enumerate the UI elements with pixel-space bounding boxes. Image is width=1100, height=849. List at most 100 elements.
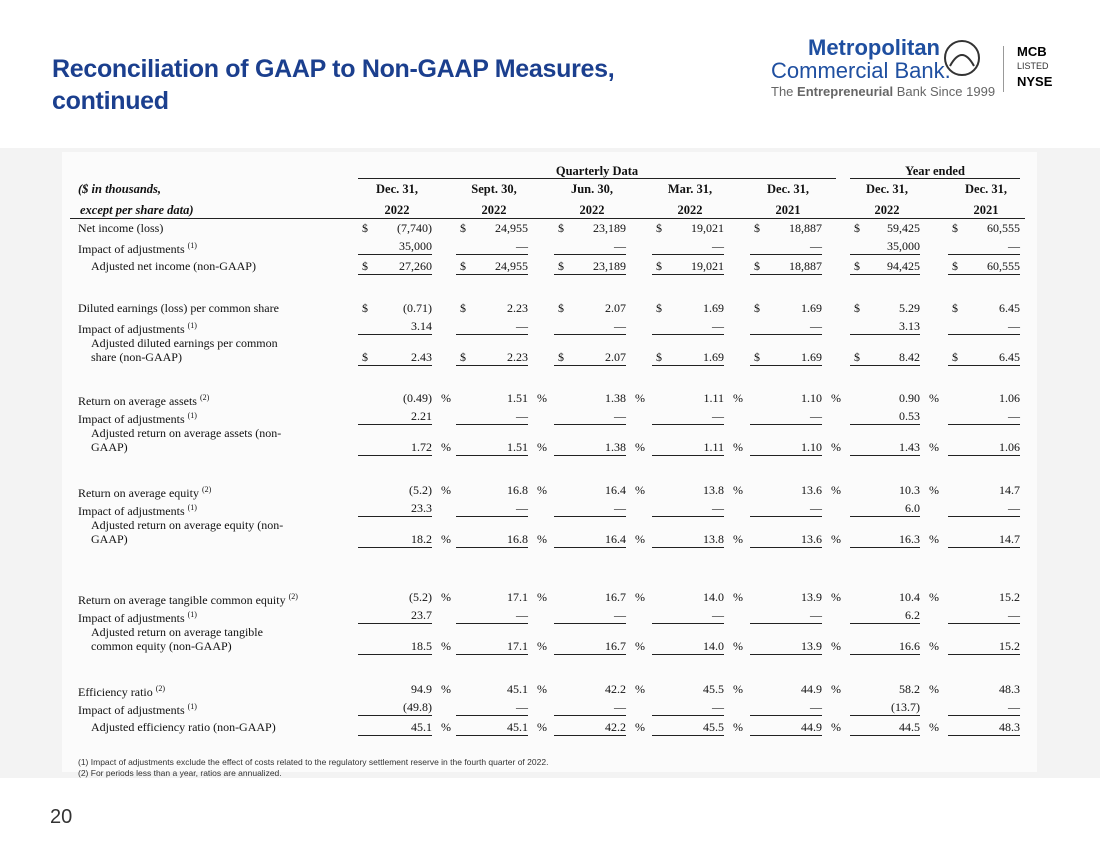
cell-value: 16.4 xyxy=(605,483,626,497)
rule xyxy=(358,735,432,736)
rule xyxy=(456,735,528,736)
rule xyxy=(652,654,724,655)
percent: % xyxy=(733,532,743,546)
rule xyxy=(652,455,724,456)
currency: $ xyxy=(656,221,662,235)
row-label: Return on average assets (2) xyxy=(78,393,210,408)
cell-value: — xyxy=(1008,700,1020,714)
cell-value: 14.0 xyxy=(703,639,724,653)
note-ref: (1) xyxy=(187,610,197,619)
cell-value: 45.1 xyxy=(507,720,528,734)
row-label: Adjusted return on average equity (non- xyxy=(91,518,284,532)
rule xyxy=(850,516,920,517)
tagline-part: Bank Since 1999 xyxy=(896,84,996,99)
percent: % xyxy=(537,682,547,696)
percent: % xyxy=(831,483,841,497)
cell-value: 13.8 xyxy=(703,532,724,546)
rule xyxy=(948,334,1020,335)
footnote: (1) Impact of adjustments exclude the ef… xyxy=(78,757,549,767)
cell-value: — xyxy=(1008,319,1020,333)
row-label: Return on average equity (2) xyxy=(78,485,212,500)
rule xyxy=(750,254,822,255)
cell-value: — xyxy=(516,608,528,622)
row-label: Adjusted return on average tangible xyxy=(91,625,263,639)
tagline-part: The xyxy=(771,84,794,99)
cell-value: 18,887 xyxy=(789,221,822,235)
cell-value: 3.13 xyxy=(899,319,920,333)
percent: % xyxy=(929,440,939,454)
rule xyxy=(948,516,1020,517)
column-header: Jun. 30, xyxy=(570,182,614,196)
logo-name: Metropolitan xyxy=(808,35,940,60)
currency: $ xyxy=(854,301,860,315)
cell-value: 1.51 xyxy=(507,391,528,405)
percent: % xyxy=(441,682,451,696)
rule xyxy=(456,516,528,517)
row-label: Adjusted efficiency ratio (non-GAAP) xyxy=(91,720,276,734)
cell-value: — xyxy=(810,501,822,515)
rule xyxy=(652,334,724,335)
row-label: Efficiency ratio (2) xyxy=(78,684,166,699)
cell-value: 1.69 xyxy=(801,350,822,364)
cell-value: 1.38 xyxy=(605,391,626,405)
rule xyxy=(750,735,822,736)
footnote: (2) For periods less than a year, ratios… xyxy=(78,768,282,778)
rule xyxy=(750,455,822,456)
rule xyxy=(358,178,836,179)
cell-value: 14.7 xyxy=(999,483,1020,497)
rule xyxy=(554,547,626,548)
rule xyxy=(948,424,1020,425)
logo-name: Commercial Bank. xyxy=(771,58,951,83)
row-label: Return on average tangible common equity… xyxy=(78,592,298,607)
cell-value: — xyxy=(712,319,724,333)
column-header: 2022 xyxy=(481,203,507,217)
column-header: 2022 xyxy=(384,203,410,217)
cell-value: 16.7 xyxy=(605,639,626,653)
row-label: GAAP) xyxy=(91,532,128,546)
cell-value: 1.72 xyxy=(411,440,432,454)
rule xyxy=(850,334,920,335)
cell-value: — xyxy=(712,239,724,253)
rule xyxy=(554,654,626,655)
currency: $ xyxy=(558,350,564,364)
rule xyxy=(850,715,920,716)
column-header: Mar. 31, xyxy=(667,182,713,196)
cell-value: — xyxy=(712,409,724,423)
currency: $ xyxy=(558,259,564,273)
rule xyxy=(652,516,724,517)
cell-value: — xyxy=(614,319,626,333)
percent: % xyxy=(635,483,645,497)
rule xyxy=(456,623,528,624)
cell-value: 1.69 xyxy=(703,350,724,364)
rule xyxy=(850,735,920,736)
cell-value: 10.4 xyxy=(899,590,920,604)
cell-value: 13.8 xyxy=(703,483,724,497)
rule xyxy=(850,254,920,255)
percent: % xyxy=(537,720,547,734)
currency: $ xyxy=(754,259,760,273)
percent: % xyxy=(831,639,841,653)
rule xyxy=(850,178,1020,179)
percent: % xyxy=(929,391,939,405)
percent: % xyxy=(733,483,743,497)
currency: $ xyxy=(854,259,860,273)
label-header: except per share data) xyxy=(80,203,194,217)
row-label: Impact of adjustments (1) xyxy=(78,610,197,625)
note-ref: (1) xyxy=(187,411,197,420)
cell-value: (5.2) xyxy=(409,483,432,497)
cell-value: — xyxy=(810,409,822,423)
rule xyxy=(554,254,626,255)
cell-value: 16.8 xyxy=(507,532,528,546)
currency: $ xyxy=(656,301,662,315)
cell-value: 45.5 xyxy=(703,720,724,734)
cell-value: 1.69 xyxy=(703,301,724,315)
group-header: Quarterly Data xyxy=(555,164,639,178)
rule xyxy=(358,455,432,456)
rule xyxy=(652,274,724,275)
percent: % xyxy=(831,590,841,604)
row-label: share (non-GAAP) xyxy=(91,350,182,364)
cell-value: 45.1 xyxy=(507,682,528,696)
rule xyxy=(750,334,822,335)
cell-value: 1.10 xyxy=(801,440,822,454)
cell-value: — xyxy=(516,409,528,423)
